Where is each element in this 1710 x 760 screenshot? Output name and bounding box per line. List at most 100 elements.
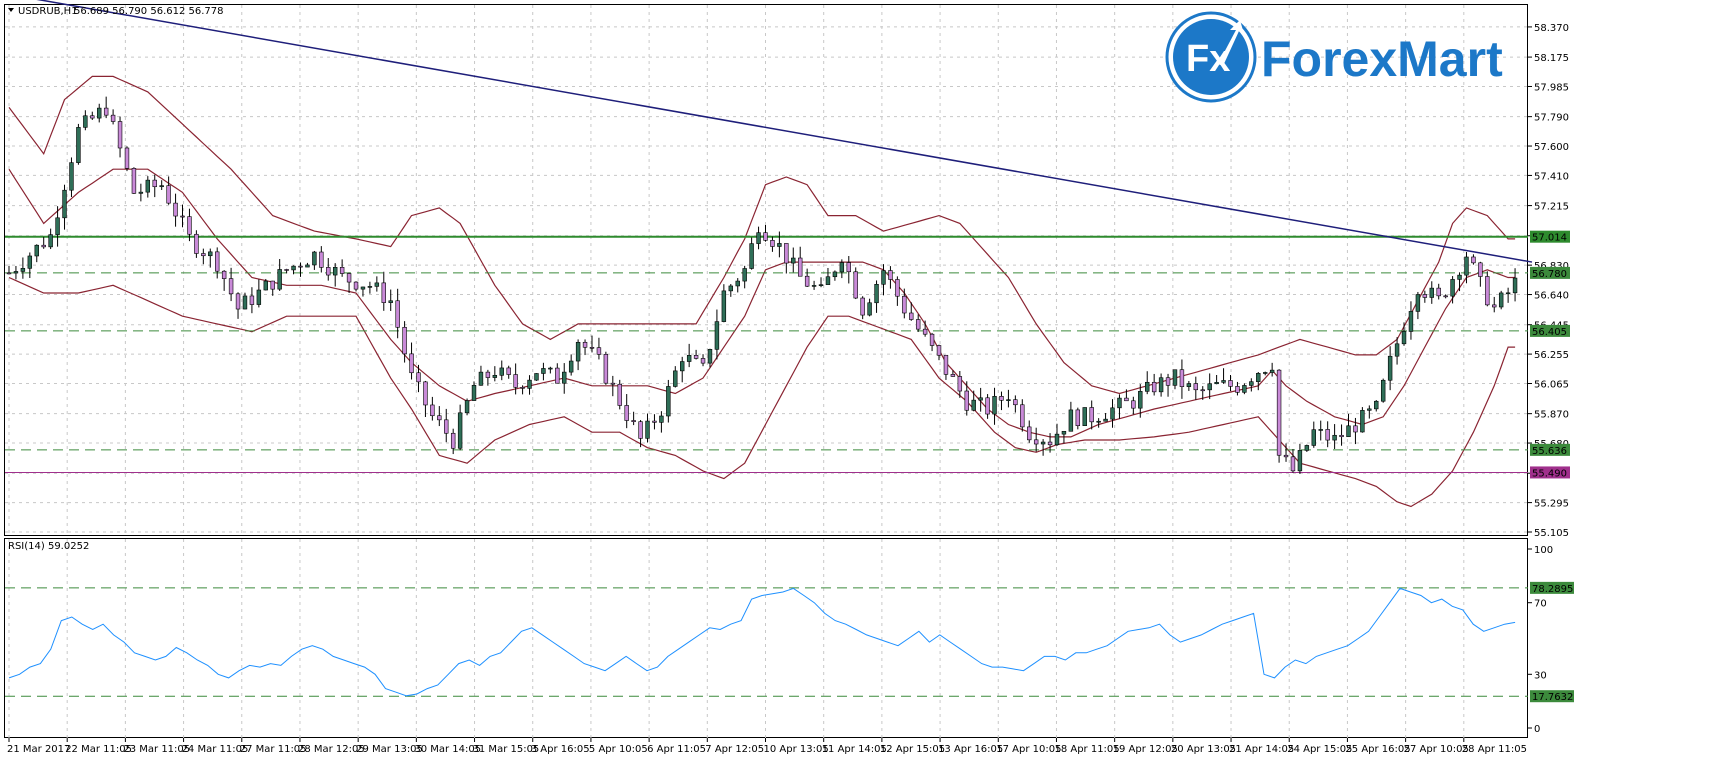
bull-candle <box>1110 407 1115 420</box>
bollinger-upper-line <box>8 75 1516 395</box>
bear-candle <box>284 269 289 271</box>
bull-candle <box>76 127 81 163</box>
symbol-dropdown-icon[interactable] <box>8 8 14 12</box>
bull-candle <box>159 185 164 188</box>
bull-candle <box>1512 277 1518 294</box>
bull-candle <box>1304 445 1310 451</box>
bear-candle <box>929 333 935 346</box>
bull-candle <box>978 397 983 401</box>
bull-candle <box>1505 292 1511 295</box>
rsi-tick-label: 70 <box>1534 599 1547 610</box>
bear-candle <box>1485 276 1490 306</box>
bear-candle <box>763 232 768 241</box>
rsi-levels <box>5 587 1528 697</box>
main-panel-border <box>4 4 1528 536</box>
bear-candle <box>1353 425 1358 433</box>
bull-candle <box>1242 385 1247 393</box>
bull-candle <box>1061 430 1067 435</box>
bull-candle <box>388 300 393 303</box>
price-tick-label: 57.215 <box>1534 202 1569 213</box>
main-grid <box>5 5 1528 536</box>
time-tick-label: 17 Apr 10:05 <box>996 744 1061 755</box>
rsi-axis: 100 70 30 0 <box>1528 545 1553 735</box>
bull-candle <box>1464 256 1469 276</box>
bear-candle <box>90 115 95 119</box>
price-tick-label: 56.065 <box>1534 379 1569 390</box>
bull-candle <box>818 284 824 286</box>
candlesticks <box>6 96 1518 474</box>
bull-candle <box>992 396 997 415</box>
bear-candle <box>416 372 421 383</box>
bear-candle <box>1047 441 1053 446</box>
bull-candle <box>735 280 740 287</box>
bear-candle <box>1131 400 1136 409</box>
bear-candle <box>249 295 255 305</box>
bull-candle <box>971 399 976 411</box>
bear-candle <box>936 345 942 356</box>
bear-candle <box>1422 294 1428 298</box>
bull-candle <box>562 371 567 384</box>
bear-candle <box>1478 262 1483 277</box>
bear-candle <box>173 202 178 217</box>
bull-candle <box>256 289 262 305</box>
time-tick-label: 28 Mar 12:05 <box>298 744 365 755</box>
price-tags: 57.014 56.780 56.405 55.636 55.490 <box>1530 230 1570 479</box>
bear-candle <box>1492 304 1497 308</box>
bull-candle <box>575 341 581 362</box>
bull-candle <box>645 420 650 439</box>
bear-candle <box>450 432 456 449</box>
bear-candle <box>797 257 803 277</box>
time-tick-label: 5 Apr 10:05 <box>589 744 648 755</box>
bull-candle <box>492 375 498 378</box>
symbol-label: USDRUB,H1 <box>18 6 78 17</box>
bear-candle <box>339 266 345 274</box>
bear-candle <box>215 251 220 272</box>
bull-candle <box>1297 450 1303 472</box>
time-tick-label: 12 Apr 15:05 <box>880 744 945 755</box>
bear-candle <box>187 216 192 235</box>
price-tick-label: 56.255 <box>1534 350 1569 361</box>
bull-candle <box>27 255 33 269</box>
bear-candle <box>235 293 241 310</box>
bull-candle <box>1256 373 1261 382</box>
bull-candle <box>867 302 872 316</box>
time-tick-label: 31 Mar 15:05 <box>473 744 540 755</box>
bear-candle <box>430 404 435 417</box>
bear-candle <box>423 381 428 406</box>
time-tick-label: 21 Apr 14:05 <box>1229 744 1294 755</box>
bull-candle <box>34 244 39 257</box>
bull-candle <box>1429 287 1434 298</box>
bull-candle <box>721 290 727 322</box>
bear-candle <box>1075 409 1081 426</box>
rsi-level-tag-label: 78.2895 <box>1532 584 1573 595</box>
bear-candle <box>124 147 130 169</box>
bull-candle <box>568 360 574 373</box>
bear-candle <box>596 347 602 355</box>
bull-candle <box>464 400 470 414</box>
bear-candle <box>624 405 629 421</box>
bear-candle <box>1013 399 1018 406</box>
time-tick-label: 22 Mar 11:05 <box>65 744 132 755</box>
bull-candle <box>145 179 151 193</box>
bull-candle <box>749 243 754 269</box>
bear-candle <box>437 415 442 421</box>
bull-candle <box>305 264 310 268</box>
downtrend-line[interactable] <box>9 0 1533 263</box>
bear-candle <box>346 273 352 283</box>
bear-candle <box>381 282 386 303</box>
bull-candle <box>1367 408 1372 411</box>
bear-candle <box>589 346 595 349</box>
bear-candle <box>853 271 858 299</box>
price-tick-label: 55.105 <box>1534 528 1569 539</box>
bear-candle <box>228 278 234 295</box>
time-tick-label: 20 Apr 13:05 <box>1171 744 1236 755</box>
bear-candle <box>395 300 400 328</box>
bear-candle <box>319 251 324 268</box>
bull-candle <box>277 269 282 290</box>
time-tick-label: 27 Apr 10:05 <box>1404 744 1469 755</box>
time-tick-label: 24 Mar 11:05 <box>182 744 249 755</box>
bear-candle <box>784 243 789 264</box>
bull-candle <box>1380 379 1386 402</box>
rsi-tick-label: 0 <box>1534 724 1540 735</box>
